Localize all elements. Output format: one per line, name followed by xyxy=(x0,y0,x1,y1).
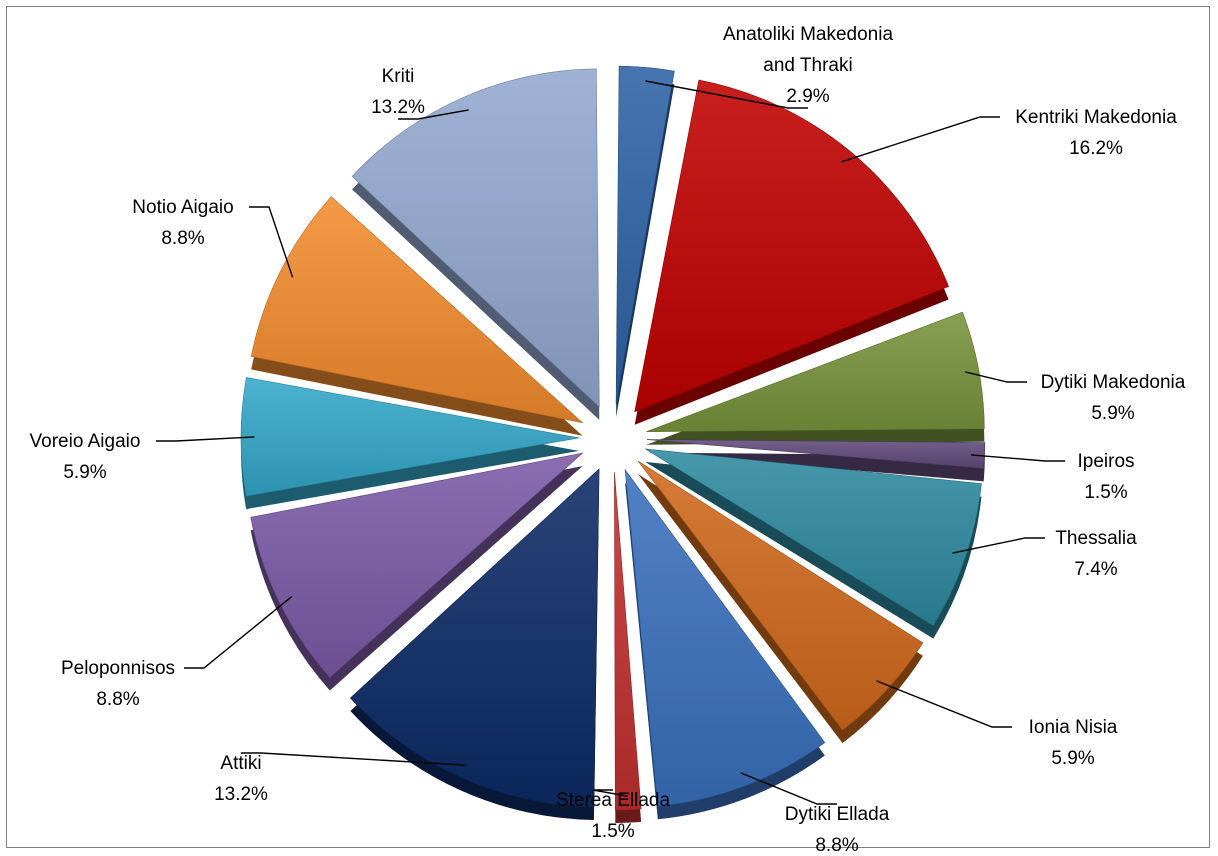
leader-line-ionia-nisia xyxy=(876,680,1012,728)
leader-line-anatoliki-makedonia-and-thraki xyxy=(645,80,808,109)
leader-line-notio-aigaio xyxy=(249,206,294,278)
data-label-kentriki-makedonia: Kentriki Makedonia 16.2% xyxy=(1015,107,1177,159)
leader-line-voreio-aigaio xyxy=(156,436,255,442)
slice-attiki xyxy=(349,468,600,808)
slice-notio-aigaio xyxy=(250,196,584,424)
data-label-attiki: Attiki 13.2% xyxy=(214,753,268,805)
data-label-thessalia: Thessalia 7.4% xyxy=(1055,528,1137,580)
leader-line-kentriki-makedonia xyxy=(841,116,1000,163)
data-label-anatoliki-makedonia-and-thraki: Anatoliki Makedonia and Thraki 2.9% xyxy=(723,24,893,107)
slice-sterea-ellada xyxy=(614,471,642,811)
leader-line-peloponnisos xyxy=(184,596,293,669)
slice-peloponnisos xyxy=(250,452,584,678)
data-label-sterea-ellada: Sterea Ellada 1.5% xyxy=(556,790,671,842)
slice-voreio-aigaio xyxy=(240,377,580,497)
data-label-notio-aigaio: Notio Aigaio 8.8% xyxy=(132,197,233,249)
slice-anatoliki-makedonia-and-thraki xyxy=(615,65,675,405)
slice-ionia-nisia xyxy=(637,460,924,731)
leader-line-thessalia xyxy=(952,537,1045,554)
data-label-peloponnisos: Peloponnisos 8.8% xyxy=(61,658,175,710)
slice-kentriki-makedonia xyxy=(634,79,949,413)
slice-kriti xyxy=(351,68,600,408)
data-label-voreio-aigaio: Voreio Aigaio 5.9% xyxy=(30,431,141,483)
leader-line-attiki xyxy=(241,752,467,766)
data-label-kriti: Kriti 13.2% xyxy=(371,66,425,118)
slice-thessalia xyxy=(645,448,982,627)
chart-frame xyxy=(6,6,1210,848)
leader-line-sterea-ellada xyxy=(592,789,628,797)
leader-line-kriti xyxy=(398,109,469,120)
slice-dytiki-makedonia xyxy=(646,311,985,432)
leader-line-dytiki-makedonia xyxy=(965,371,1027,383)
data-label-dytiki-ellada: Dytiki Ellada 8.8% xyxy=(785,804,890,856)
data-label-ipeiros: Ipeiros 1.5% xyxy=(1077,451,1134,503)
leader-line-dytiki-ellada xyxy=(740,772,837,805)
slice-dytiki-ellada xyxy=(624,468,826,807)
leader-line-ipeiros xyxy=(971,454,1065,462)
data-label-ionia-nisia: Ionia Nisia 5.9% xyxy=(1029,717,1118,769)
data-label-dytiki-makedonia: Dytiki Makedonia 5.9% xyxy=(1041,372,1186,424)
